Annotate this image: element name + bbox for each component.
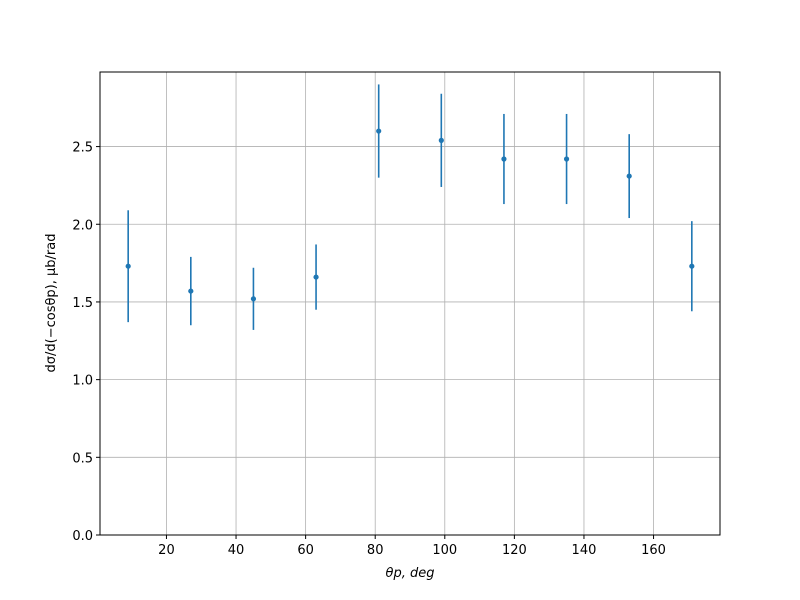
data-point [563,156,570,162]
y-tick-label: 1.5 [72,296,93,311]
x-tick-label: 80 [367,543,384,558]
data-point [438,137,444,143]
data-point [250,296,257,302]
data-point [689,263,695,269]
x-tick-label: 140 [572,543,597,558]
y-tick-label: 0.5 [72,451,93,466]
data-point [626,173,632,179]
data-point [125,263,131,269]
x-tick-label: 120 [502,543,527,558]
y-tick-label: 0.0 [72,529,93,544]
x-tick-label: 20 [158,543,175,558]
plot-frame [99,71,721,536]
x-tick-label: 100 [432,543,457,558]
y-tick-label: 2.0 [72,218,93,233]
y-axis-label: dσ/d(−cosθp), μb/rad [44,234,59,373]
data-point [313,274,319,280]
x-tick-label: 40 [228,543,245,558]
x-tick-label: 160 [641,543,666,558]
x-tick-label: 60 [297,543,314,558]
data-point [376,128,382,134]
data-point [501,156,507,162]
y-tick-label: 2.5 [72,141,93,156]
x-axis-label: θp, deg [386,566,435,581]
y-tick-label: 1.0 [72,374,93,389]
data-point [188,288,194,294]
